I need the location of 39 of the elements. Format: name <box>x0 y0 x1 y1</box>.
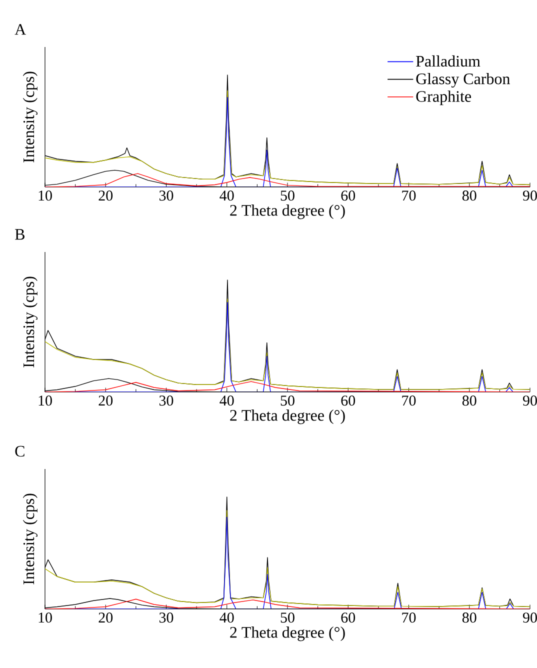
x-tick-label: 10 <box>38 612 52 623</box>
x-tick-label: 90 <box>522 396 537 406</box>
x-tick-label: 20 <box>98 612 113 623</box>
x-tick-label: 20 <box>98 396 113 406</box>
x-tick-label: 70 <box>402 612 416 623</box>
x-tick-label: 90 <box>522 190 537 201</box>
x-tick-label: 50 <box>280 190 294 201</box>
chart-title: B <box>15 229 24 240</box>
x-tick-label: 70 <box>402 190 416 201</box>
x-tick-label: 40 <box>220 396 234 406</box>
x-tick-label: 80 <box>462 396 476 406</box>
x-tick-label: 30 <box>159 396 174 406</box>
x-axis-title: 2 Theta degree (°) <box>230 204 345 220</box>
y-axis-title: Intensity (cps) <box>22 276 38 368</box>
x-tick-label: 10 <box>38 396 52 406</box>
x-tick-label: 50 <box>280 612 294 623</box>
x-tick-label: 10 <box>38 190 52 201</box>
x-tick-label: 70 <box>402 396 416 406</box>
x-tick-label: 20 <box>98 190 113 201</box>
legend-label: Graphite <box>416 90 472 106</box>
x-tick-label: 30 <box>159 612 174 623</box>
legend-label: Palladium <box>416 55 480 67</box>
x-tick-label: 90 <box>522 612 537 623</box>
y-axis-title: Intensity (cps) <box>22 494 38 584</box>
x-tick-label: 80 <box>462 190 476 201</box>
x-tick-label: 60 <box>341 612 356 623</box>
x-tick-label: 50 <box>280 396 294 406</box>
x-tick-label: 40 <box>220 190 234 201</box>
legend-label: Glassy Carbon <box>416 73 510 88</box>
x-tick-label: 30 <box>159 190 174 201</box>
x-tick-label: 60 <box>341 190 356 201</box>
y-axis-title: Intensity (cps) <box>22 72 38 162</box>
chart-title: A <box>14 24 26 35</box>
chart-title: C <box>15 446 24 457</box>
x-axis-title: 2 Theta degree (°) <box>230 410 345 424</box>
x-tick-label: 80 <box>462 612 476 623</box>
x-axis-title: 2 Theta degree (°) <box>230 626 345 642</box>
x-tick-label: 60 <box>341 396 356 406</box>
x-tick-label: 40 <box>220 612 234 623</box>
